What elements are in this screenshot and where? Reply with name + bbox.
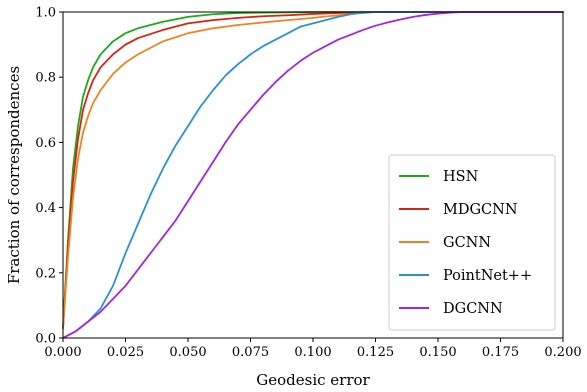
y-tick-label: 1.0 — [35, 6, 56, 21]
y-tick-label: 0.8 — [35, 71, 56, 86]
series-line-pointnet- — [62, 11, 564, 339]
x-tick-label: 0.125 — [357, 345, 394, 360]
x-tick-label: 0.175 — [482, 345, 519, 360]
y-axis-title: Fraction of correspondences — [5, 66, 23, 284]
x-tick-label: 0.150 — [419, 345, 456, 360]
legend: HSN MDGCNN GCNN PointNet++ DGCNN — [388, 154, 556, 331]
y-tick-label: 0.6 — [35, 136, 56, 151]
x-tick-label: 0.000 — [44, 345, 81, 360]
x-axis-title: Geodesic error — [256, 371, 370, 389]
y-axis: 0.0 0.2 0.4 0.6 0.8 1.0 — [35, 6, 63, 347]
legend-label: PointNet++ — [443, 268, 532, 284]
y-tick-label: 0.0 — [35, 332, 56, 347]
legend-label: MDGCNN — [443, 202, 518, 218]
legend-label: DGCNN — [443, 301, 503, 317]
legend-label: GCNN — [443, 235, 491, 251]
x-tick-label: 0.050 — [169, 345, 206, 360]
x-tick-label: 0.075 — [232, 345, 269, 360]
x-tick-label: 0.200 — [544, 345, 581, 360]
legend-label: HSN — [443, 169, 479, 185]
x-tick-label: 0.025 — [107, 345, 144, 360]
legend-frame — [388, 154, 556, 331]
y-tick-label: 0.2 — [35, 266, 56, 281]
series-line-dgcnn — [62, 11, 564, 339]
y-tick-label: 0.4 — [35, 201, 56, 216]
x-tick-label: 0.100 — [294, 345, 331, 360]
x-axis: 0.000 0.025 0.050 0.075 0.100 0.125 0.150 0.175… — [44, 338, 582, 360]
